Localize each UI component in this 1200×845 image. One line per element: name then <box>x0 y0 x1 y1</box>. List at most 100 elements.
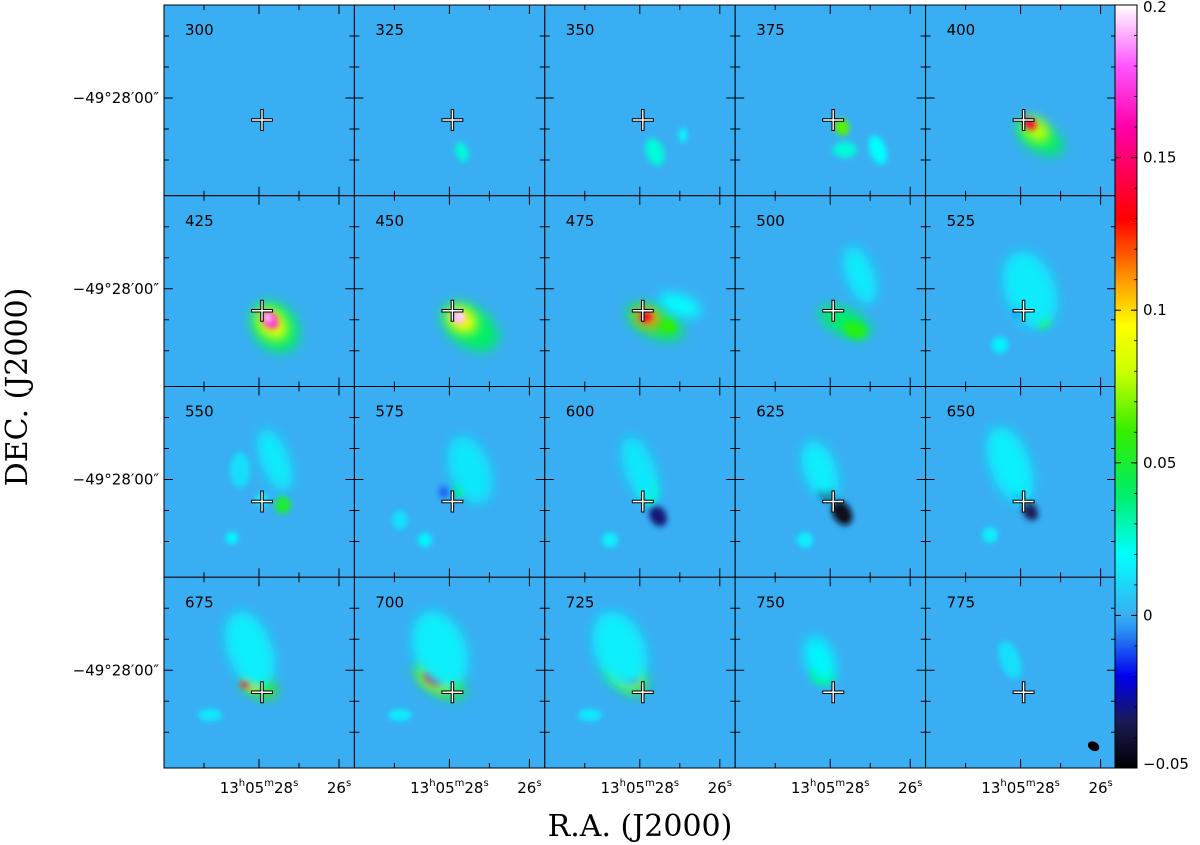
emission-blob <box>660 320 676 332</box>
panel-velocity-label: 375 <box>756 21 785 39</box>
panel-velocity-label: 750 <box>756 593 785 611</box>
colorbar-tick-label: −0.05 <box>1143 755 1189 773</box>
panel-velocity-label: 775 <box>947 593 976 611</box>
panels-grid: 300 −49°28′00″ 325 350 375 400 425 −49°28′00″ 45… <box>73 4 1117 797</box>
panel-velocity-label: 300 <box>185 21 214 39</box>
ra-tick-label: 13h05m28s <box>410 778 489 797</box>
panel-velocity-label: 450 <box>375 212 404 230</box>
ra-tick-label: 26s <box>898 778 922 797</box>
panel-velocity-label: 650 <box>947 403 976 421</box>
emission-blob <box>833 142 857 158</box>
ra-tick-label: 26s <box>517 778 541 797</box>
emission-map <box>998 640 1022 680</box>
dec-tick-label: −49°28′00″ <box>73 471 160 489</box>
emission-blob <box>602 532 618 548</box>
emission-blob <box>411 611 469 689</box>
emission-blob <box>659 292 701 318</box>
emission-map <box>455 142 469 162</box>
emission-blob <box>388 709 412 721</box>
emission-blob <box>992 337 1008 353</box>
panel-velocity-label: 600 <box>566 403 595 421</box>
channel-panel: 675 −49°28′00″ 13h05m28s 26s <box>73 576 355 797</box>
panel-velocity-label: 350 <box>566 21 595 39</box>
emission-blob <box>804 636 836 684</box>
emission-blob <box>645 138 665 166</box>
channel-panel: 750 13h05m28s 26s <box>734 576 927 797</box>
emission-blob <box>797 532 813 548</box>
emission-map <box>982 426 1038 543</box>
emission-blob <box>275 496 291 514</box>
colorbar-tick-label: 0.1 <box>1143 301 1167 319</box>
emission-map <box>441 302 499 352</box>
y-axis-label: DEC. (J2000) <box>0 288 35 487</box>
panel-background <box>164 195 355 387</box>
emission-blob <box>621 436 659 504</box>
beam-ellipse <box>1087 741 1100 752</box>
emission-blob <box>868 135 888 165</box>
panel-background <box>164 5 355 196</box>
emission-blob <box>592 611 648 689</box>
panel-background <box>164 386 355 578</box>
panel-velocity-label: 425 <box>185 212 214 230</box>
channel-panel: 300 −49°28′00″ <box>73 4 355 197</box>
emission-blob <box>801 441 839 499</box>
emission-blob <box>649 505 667 527</box>
emission-blob <box>225 611 275 689</box>
emission-blob <box>230 452 250 488</box>
panel-background <box>354 195 545 387</box>
dec-tick-label: −49°28′00″ <box>73 661 160 679</box>
channel-panel: 400 <box>925 4 1117 197</box>
emission-map <box>578 611 648 721</box>
emission-blob <box>455 142 469 162</box>
channel-panel: 650 <box>925 386 1117 578</box>
panel-velocity-label: 575 <box>375 403 404 421</box>
channel-panel: 700 13h05m28s 26s <box>353 576 546 797</box>
emission-blob <box>998 640 1022 680</box>
emission-blob <box>986 426 1034 504</box>
channel-panel: 775 13h05m28s 26s <box>925 576 1117 797</box>
dec-tick-label: −49°28′00″ <box>73 89 160 107</box>
channel-panel: 550 −49°28′00″ <box>73 386 355 578</box>
colorbar-tick-label: 0.2 <box>1143 0 1167 16</box>
ra-tick-label: 26s <box>708 778 732 797</box>
emission-blob <box>457 314 463 320</box>
emission-blob <box>447 436 493 504</box>
channel-panel: 525 <box>925 195 1117 387</box>
panel-velocity-label: 525 <box>947 212 976 230</box>
panel-velocity-label: 725 <box>566 593 595 611</box>
panel-background <box>544 195 736 387</box>
ra-tick-label: 13h05m28s <box>220 778 299 797</box>
channel-panel: 625 <box>734 386 927 578</box>
colorbar-gradient <box>1114 4 1138 769</box>
panel-velocity-label: 500 <box>756 212 785 230</box>
channel-panel: 575 <box>353 386 546 578</box>
ra-tick-label: 26s <box>327 778 351 797</box>
emission-blob <box>226 532 238 544</box>
emission-blob <box>831 500 853 526</box>
emission-blob <box>418 533 432 547</box>
channel-panel: 375 <box>734 4 927 197</box>
ra-tick-label: 13h05m28s <box>981 778 1060 797</box>
panel-velocity-label: 625 <box>756 403 785 421</box>
panel-velocity-label: 400 <box>947 21 976 39</box>
emission-map <box>645 128 687 166</box>
panel-velocity-label: 700 <box>375 593 404 611</box>
colorbar-tick-label: 0.05 <box>1143 454 1176 472</box>
panel-background <box>925 5 1116 196</box>
emission-map <box>388 611 469 721</box>
panel-background <box>544 5 736 196</box>
emission-blob <box>843 321 867 339</box>
emission-blob <box>198 709 222 721</box>
emission-blob <box>439 486 449 498</box>
colorbar: 0.2 0.15 0.1 0.05 0 −0.05 <box>1114 0 1189 773</box>
channel-panel: 450 <box>353 195 546 387</box>
colorbar-tick-label: 0 <box>1143 606 1153 624</box>
panel-background <box>735 195 926 387</box>
channel-panel: 425 −49°28′00″ <box>73 195 355 387</box>
panel-background <box>735 5 926 196</box>
panel-velocity-label: 475 <box>566 212 595 230</box>
emission-blob <box>679 128 687 142</box>
panel-velocity-label: 550 <box>185 403 214 421</box>
emission-blob <box>843 246 877 304</box>
